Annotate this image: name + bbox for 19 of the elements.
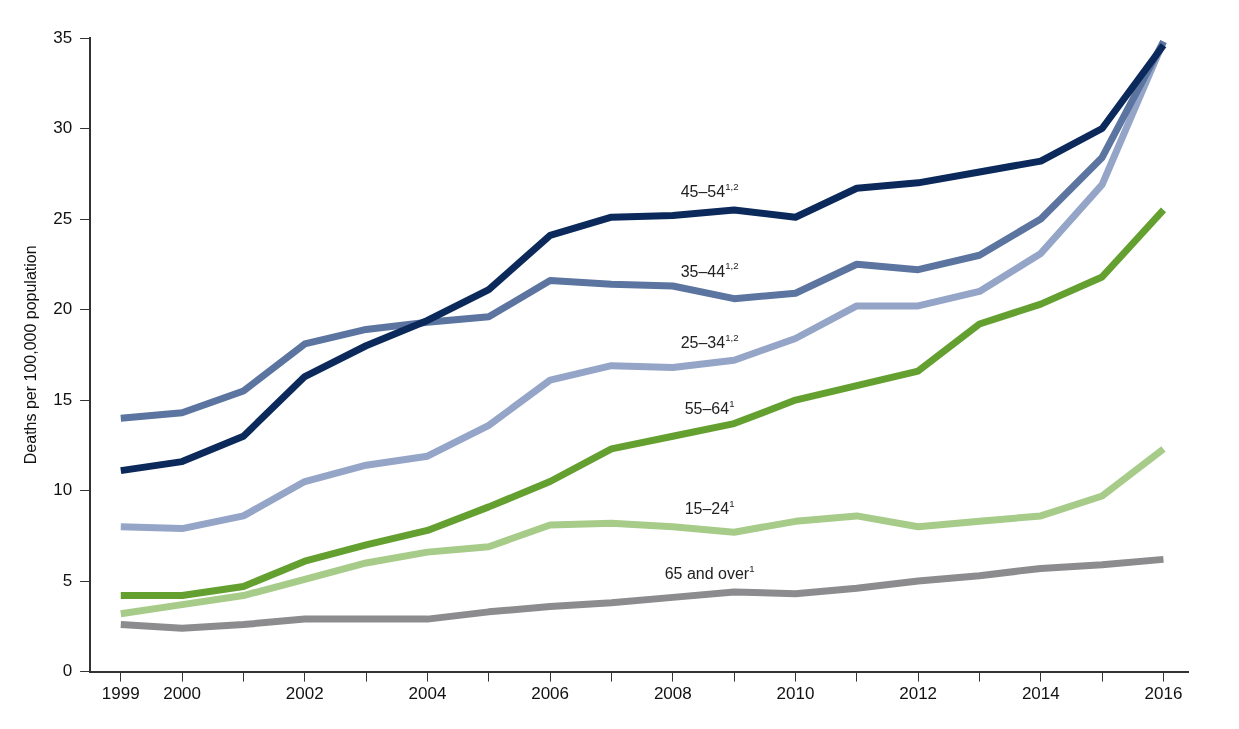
x-tick-label: 2002 (285, 684, 324, 704)
x-tick-label: 2012 (899, 684, 938, 704)
y-tick-label: 25 (53, 208, 73, 228)
y-tick-label: 20 (53, 299, 73, 319)
y-tick-label: 35 (53, 27, 73, 47)
x-tick-label: 2000 (163, 684, 202, 704)
x-tick-label: 2006 (531, 684, 570, 704)
y-tick-label: 5 (62, 570, 73, 590)
x-tick-label: 2004 (408, 684, 447, 704)
x-tick-label: 2016 (1144, 684, 1183, 704)
y-tick-label: 10 (53, 480, 73, 500)
x-tick-label: 2010 (776, 684, 815, 704)
y-tick-label: 15 (53, 389, 73, 409)
y-tick-label: 0 (62, 661, 73, 681)
x-tick-label: 1999 (101, 684, 140, 704)
y-tick-label: 30 (53, 118, 73, 138)
y-axis-title: Deaths per 100,000 population (22, 245, 40, 465)
x-tick-label: 2014 (1021, 684, 1060, 704)
x-tick-label: 2008 (653, 684, 692, 704)
